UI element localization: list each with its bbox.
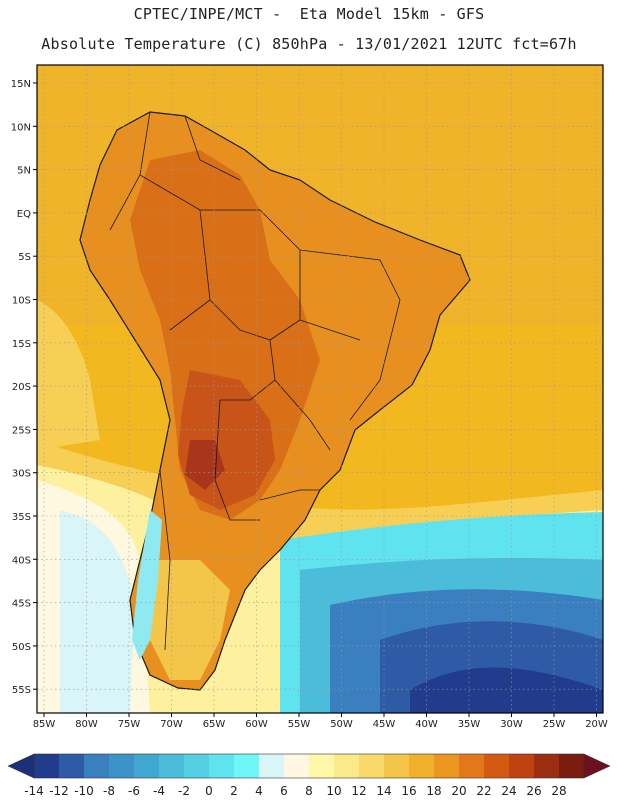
map-grid	[37, 65, 603, 713]
colorbar-label: 2	[230, 784, 238, 798]
colorbar-border	[33, 753, 585, 779]
colorbar-high-arrow	[583, 753, 611, 779]
lat-label: 35S	[12, 512, 31, 523]
lat-label: 5S	[18, 252, 31, 263]
colorbar-label: 12	[351, 784, 366, 798]
colorbar-swatch	[384, 754, 410, 778]
colorbar-label: -14	[24, 784, 44, 798]
lat-label: 10S	[12, 296, 31, 307]
lat-label: 40S	[12, 555, 31, 566]
map-frame	[36, 64, 604, 714]
lat-label: 10N	[11, 122, 31, 133]
colorbar-swatch	[284, 754, 310, 778]
colorbar-label: -12	[49, 784, 69, 798]
lon-label: 60W	[245, 719, 268, 730]
colorbar-label: 24	[501, 784, 516, 798]
colorbar-label: 18	[426, 784, 441, 798]
lat-label: 5N	[17, 166, 31, 177]
colorbar-swatch	[534, 754, 560, 778]
colorbar-swatch	[109, 754, 135, 778]
colorbar-label: -8	[103, 784, 115, 798]
lat-label: 15S	[12, 339, 31, 350]
lat-label: EQ	[17, 209, 31, 220]
colorbar-swatch	[459, 754, 485, 778]
temperature-field	[37, 65, 603, 713]
colorbar-label: -2	[178, 784, 190, 798]
lon-label: 30W	[500, 719, 523, 730]
colorbar-label: 8	[305, 784, 313, 798]
lon-label: 65W	[203, 719, 226, 730]
lon-label: 55W	[288, 719, 311, 730]
colorbar-swatch	[484, 754, 510, 778]
colorbar-swatch	[59, 754, 85, 778]
colorbar-swatch	[409, 754, 435, 778]
lon-label: 70W	[160, 719, 183, 730]
colorbar-label: 4	[255, 784, 263, 798]
lat-label: 50S	[12, 642, 31, 653]
colorbar-label: -6	[128, 784, 140, 798]
colorbar-swatch	[134, 754, 160, 778]
colorbar-label: -10	[74, 784, 94, 798]
colorbar-swatch	[84, 754, 110, 778]
colorbar-low-arrow	[7, 753, 35, 779]
country-borders	[109, 111, 401, 651]
colorbar-swatch	[184, 754, 210, 778]
colorbar: -14 -12 -10 -8 -6 -4 -2 0 2 4 6 8 10 12 14 16 18 20 22 24 26…	[7, 753, 611, 798]
lon-label: 40W	[415, 719, 438, 730]
map-title: CPTEC/INPE/MCT - Eta Model 15km - GFS	[133, 5, 485, 23]
colorbar-swatch	[234, 754, 260, 778]
lon-label: 75W	[118, 719, 141, 730]
map-subtitle: Absolute Temperature (C) 850hPa - 13/01/…	[41, 35, 577, 53]
lat-label: 30S	[12, 469, 31, 480]
lon-label: 80W	[75, 719, 98, 730]
lon-label: 85W	[33, 719, 56, 730]
lat-label: 20S	[12, 382, 31, 393]
colorbar-label: 16	[401, 784, 416, 798]
latitude-labels: 15N 10N 5N EQ 5S 10S 15S 20S 25S 30S 35S 40S 45S 50S 5…	[11, 79, 37, 696]
lon-label: 25W	[543, 719, 566, 730]
lon-label: 35W	[458, 719, 481, 730]
colorbar-label: 22	[476, 784, 491, 798]
colorbar-swatch	[259, 754, 285, 778]
colorbar-label: 0	[205, 784, 213, 798]
colorbar-swatch	[159, 754, 185, 778]
lat-label: 55S	[12, 685, 31, 696]
colorbar-label: 14	[376, 784, 391, 798]
colorbar-label: 20	[451, 784, 466, 798]
colorbar-swatch	[309, 754, 335, 778]
colorbar-label: 26	[526, 784, 541, 798]
colorbar-swatch	[509, 754, 535, 778]
colorbar-swatch	[359, 754, 385, 778]
lat-label: 15N	[11, 79, 31, 90]
colorbar-label: 10	[326, 784, 341, 798]
colorbar-label: 6	[280, 784, 288, 798]
colorbar-swatch	[34, 754, 60, 778]
lon-label: 45W	[373, 719, 396, 730]
colorbar-swatch	[334, 754, 360, 778]
lon-label: 50W	[330, 719, 353, 730]
lat-label: 45S	[12, 599, 31, 610]
colorbar-swatch	[209, 754, 235, 778]
colorbar-label: -4	[153, 784, 165, 798]
lat-label: 25S	[12, 425, 31, 436]
colorbar-swatch	[434, 754, 460, 778]
longitude-labels: 85W 80W 75W 70W 65W 60W 55W 50W 45W 40W 35W 30W 25W 2…	[33, 713, 608, 730]
lon-label: 20W	[585, 719, 608, 730]
colorbar-label: 28	[551, 784, 566, 798]
colorbar-swatch	[559, 754, 585, 778]
